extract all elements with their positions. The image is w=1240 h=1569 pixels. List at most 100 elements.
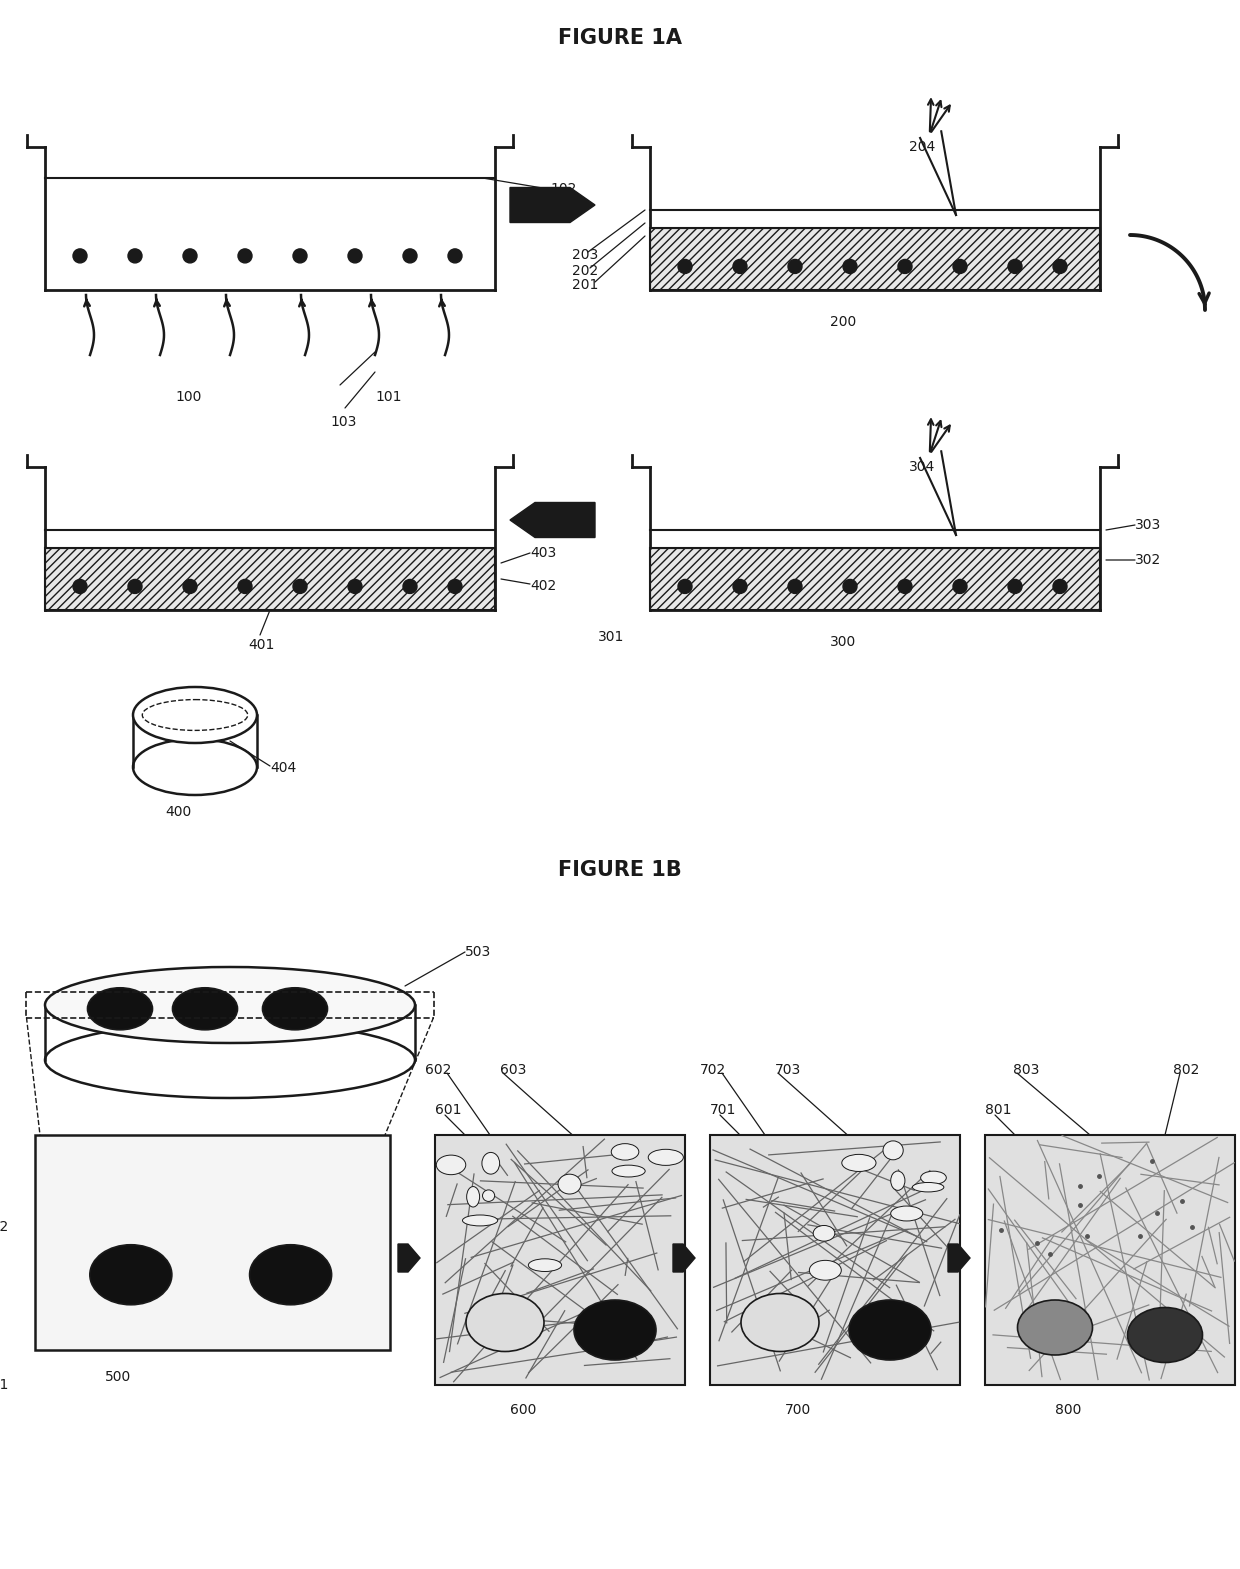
Text: 703: 703 <box>775 1064 801 1076</box>
Bar <box>650 548 1100 610</box>
Text: 800: 800 <box>1055 1403 1081 1417</box>
Text: 403: 403 <box>529 546 557 560</box>
Ellipse shape <box>613 1166 645 1177</box>
Ellipse shape <box>463 1214 497 1225</box>
Text: FIGURE 1B: FIGURE 1B <box>558 860 682 880</box>
Ellipse shape <box>89 1244 172 1305</box>
Text: 404: 404 <box>270 761 296 775</box>
FancyArrow shape <box>398 1244 420 1272</box>
Text: 303: 303 <box>1135 518 1161 532</box>
Ellipse shape <box>574 1301 656 1360</box>
Ellipse shape <box>890 1207 923 1221</box>
Circle shape <box>898 579 911 593</box>
Circle shape <box>1053 579 1066 593</box>
Text: 300: 300 <box>830 635 857 650</box>
Text: 402: 402 <box>529 579 557 593</box>
Circle shape <box>954 579 967 593</box>
Circle shape <box>733 259 746 273</box>
Text: 200: 200 <box>830 315 857 329</box>
Text: 502: 502 <box>0 1219 9 1233</box>
Circle shape <box>128 249 143 264</box>
FancyArrow shape <box>510 188 595 223</box>
Circle shape <box>348 249 362 264</box>
Ellipse shape <box>913 1183 944 1192</box>
Circle shape <box>733 579 746 593</box>
Bar <box>435 1134 684 1385</box>
Ellipse shape <box>528 1258 562 1271</box>
Bar <box>45 548 495 610</box>
Circle shape <box>403 249 417 264</box>
Text: 201: 201 <box>572 278 599 292</box>
Text: 803: 803 <box>1013 1064 1039 1076</box>
Ellipse shape <box>883 1141 903 1159</box>
Ellipse shape <box>45 967 415 1043</box>
Circle shape <box>448 579 463 593</box>
Circle shape <box>787 579 802 593</box>
Ellipse shape <box>436 1155 466 1175</box>
Ellipse shape <box>890 1170 905 1191</box>
Text: 802: 802 <box>1173 1064 1199 1076</box>
Text: 503: 503 <box>465 945 491 959</box>
Circle shape <box>678 259 692 273</box>
Text: 700: 700 <box>785 1403 811 1417</box>
Circle shape <box>403 579 417 593</box>
Bar <box>35 1134 391 1349</box>
Text: 203: 203 <box>572 248 598 262</box>
FancyArrow shape <box>510 502 595 538</box>
Circle shape <box>293 249 308 264</box>
Ellipse shape <box>842 1155 875 1172</box>
Text: 702: 702 <box>701 1064 727 1076</box>
Text: 500: 500 <box>105 1370 131 1384</box>
Ellipse shape <box>810 1260 841 1280</box>
Ellipse shape <box>1018 1301 1092 1356</box>
Circle shape <box>1008 259 1022 273</box>
Circle shape <box>1008 579 1022 593</box>
Text: 100: 100 <box>175 391 201 403</box>
Circle shape <box>238 249 252 264</box>
Circle shape <box>293 579 308 593</box>
Text: 101: 101 <box>374 391 402 403</box>
Text: 202: 202 <box>572 264 598 278</box>
Bar <box>711 1134 960 1385</box>
Ellipse shape <box>133 687 257 744</box>
FancyArrow shape <box>949 1244 970 1272</box>
Circle shape <box>238 579 252 593</box>
Bar <box>985 1134 1235 1385</box>
Circle shape <box>128 579 143 593</box>
Ellipse shape <box>849 1301 931 1360</box>
Ellipse shape <box>742 1293 818 1351</box>
Circle shape <box>898 259 911 273</box>
Bar <box>650 548 1100 610</box>
Circle shape <box>448 249 463 264</box>
Circle shape <box>73 579 87 593</box>
Bar <box>45 548 495 610</box>
Ellipse shape <box>466 1293 544 1351</box>
Circle shape <box>787 259 802 273</box>
Text: 103: 103 <box>330 414 356 428</box>
Text: 600: 600 <box>510 1403 537 1417</box>
Ellipse shape <box>88 988 153 1029</box>
Ellipse shape <box>558 1174 582 1194</box>
Ellipse shape <box>920 1170 946 1185</box>
Text: 304: 304 <box>909 460 935 474</box>
Bar <box>650 228 1100 290</box>
Text: FIGURE 1A: FIGURE 1A <box>558 28 682 49</box>
Bar <box>650 228 1100 290</box>
Circle shape <box>184 579 197 593</box>
Text: 301: 301 <box>598 631 625 643</box>
Ellipse shape <box>611 1144 639 1159</box>
Text: 602: 602 <box>425 1064 451 1076</box>
Text: 601: 601 <box>435 1103 461 1117</box>
Text: 603: 603 <box>500 1064 526 1076</box>
Ellipse shape <box>482 1189 495 1202</box>
Circle shape <box>184 249 197 264</box>
Ellipse shape <box>172 988 238 1029</box>
Circle shape <box>954 259 967 273</box>
Ellipse shape <box>813 1225 835 1241</box>
Text: 801: 801 <box>985 1103 1012 1117</box>
Ellipse shape <box>466 1186 480 1207</box>
Text: 701: 701 <box>711 1103 737 1117</box>
Text: 204: 204 <box>909 140 935 154</box>
Circle shape <box>843 259 857 273</box>
Ellipse shape <box>1127 1307 1203 1362</box>
